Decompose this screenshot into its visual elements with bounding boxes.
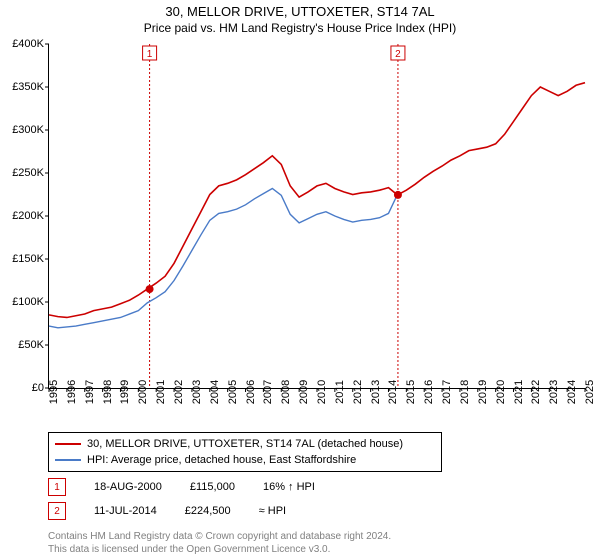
legend-item-0: 30, MELLOR DRIVE, UTTOXETER, ST14 7AL (d… <box>55 436 435 452</box>
xtick-label: 1999 <box>119 380 131 404</box>
xtick-label: 2020 <box>495 380 507 404</box>
xtick-label: 2000 <box>137 380 149 404</box>
chart-title-1: 30, MELLOR DRIVE, UTTOXETER, ST14 7AL <box>0 0 600 19</box>
legend-item-1: HPI: Average price, detached house, East… <box>55 452 435 468</box>
svg-text:1: 1 <box>147 49 153 60</box>
ytick-label: £350K <box>0 81 44 93</box>
xtick-label: 2016 <box>423 380 435 404</box>
xtick-label: 2015 <box>405 380 417 404</box>
legend-label-0: 30, MELLOR DRIVE, UTTOXETER, ST14 7AL (d… <box>87 436 403 452</box>
ytick-label: £250K <box>0 167 44 179</box>
xtick-label: 2024 <box>566 380 578 404</box>
footer: Contains HM Land Registry data © Crown c… <box>48 530 391 556</box>
ytick-label: £100K <box>0 296 44 308</box>
xtick-label: 2025 <box>584 380 596 404</box>
tx-date-2: 11-JUL-2014 <box>94 505 157 517</box>
xtick-label: 2006 <box>245 380 257 404</box>
xtick-label: 2001 <box>155 380 167 404</box>
ytick-label: £0 <box>0 382 44 394</box>
xtick-label: 2021 <box>513 380 525 404</box>
ytick-label: £300K <box>0 124 44 136</box>
xtick-label: 1998 <box>102 380 114 404</box>
xtick-label: 1997 <box>84 380 96 404</box>
xtick-label: 2011 <box>334 380 346 404</box>
xtick-label: 2005 <box>227 380 239 404</box>
chart: 12 £0£50K£100K£150K£200K£250K£300K£350K£… <box>48 44 584 388</box>
tx-price-1: £115,000 <box>190 481 235 493</box>
legend-swatch-0 <box>55 443 81 445</box>
xtick-label: 2003 <box>191 380 203 404</box>
xtick-label: 2017 <box>441 380 453 404</box>
xtick-label: 2010 <box>316 380 328 404</box>
legend-swatch-1 <box>55 459 81 461</box>
xtick-label: 2019 <box>477 380 489 404</box>
legend: 30, MELLOR DRIVE, UTTOXETER, ST14 7AL (d… <box>48 432 442 472</box>
xtick-label: 1996 <box>66 380 78 404</box>
chart-title-2: Price paid vs. HM Land Registry's House … <box>0 21 600 35</box>
xtick-label: 2023 <box>548 380 560 404</box>
xtick-label: 2007 <box>262 380 274 404</box>
ytick-label: £50K <box>0 339 44 351</box>
tx-badge-1: 1 <box>48 478 66 496</box>
tx-price-2: £224,500 <box>185 505 231 517</box>
xtick-label: 2018 <box>459 380 471 404</box>
ytick-label: £200K <box>0 210 44 222</box>
xtick-label: 2013 <box>370 380 382 404</box>
ytick-label: £150K <box>0 253 44 265</box>
xtick-label: 2004 <box>209 380 221 404</box>
xtick-label: 2022 <box>530 380 542 404</box>
tx-date-1: 18-AUG-2000 <box>94 481 162 493</box>
svg-text:2: 2 <box>395 49 401 60</box>
tx-delta-1: 16% ↑ HPI <box>263 481 315 493</box>
transaction-row-2: 2 11-JUL-2014 £224,500 ≈ HPI <box>48 502 286 520</box>
footer-line-2: This data is licensed under the Open Gov… <box>48 543 391 556</box>
ytick-label: £400K <box>0 38 44 50</box>
footer-line-1: Contains HM Land Registry data © Crown c… <box>48 530 391 543</box>
tx-badge-2: 2 <box>48 502 66 520</box>
xtick-label: 2014 <box>387 380 399 404</box>
plot-svg: 12 <box>49 44 585 388</box>
xtick-label: 2002 <box>173 380 185 404</box>
xtick-label: 2012 <box>352 380 364 404</box>
xtick-label: 1995 <box>48 380 60 404</box>
xtick-label: 2008 <box>280 380 292 404</box>
xtick-label: 2009 <box>298 380 310 404</box>
legend-label-1: HPI: Average price, detached house, East… <box>87 452 356 468</box>
tx-delta-2: ≈ HPI <box>259 505 286 517</box>
transaction-row-1: 1 18-AUG-2000 £115,000 16% ↑ HPI <box>48 478 315 496</box>
